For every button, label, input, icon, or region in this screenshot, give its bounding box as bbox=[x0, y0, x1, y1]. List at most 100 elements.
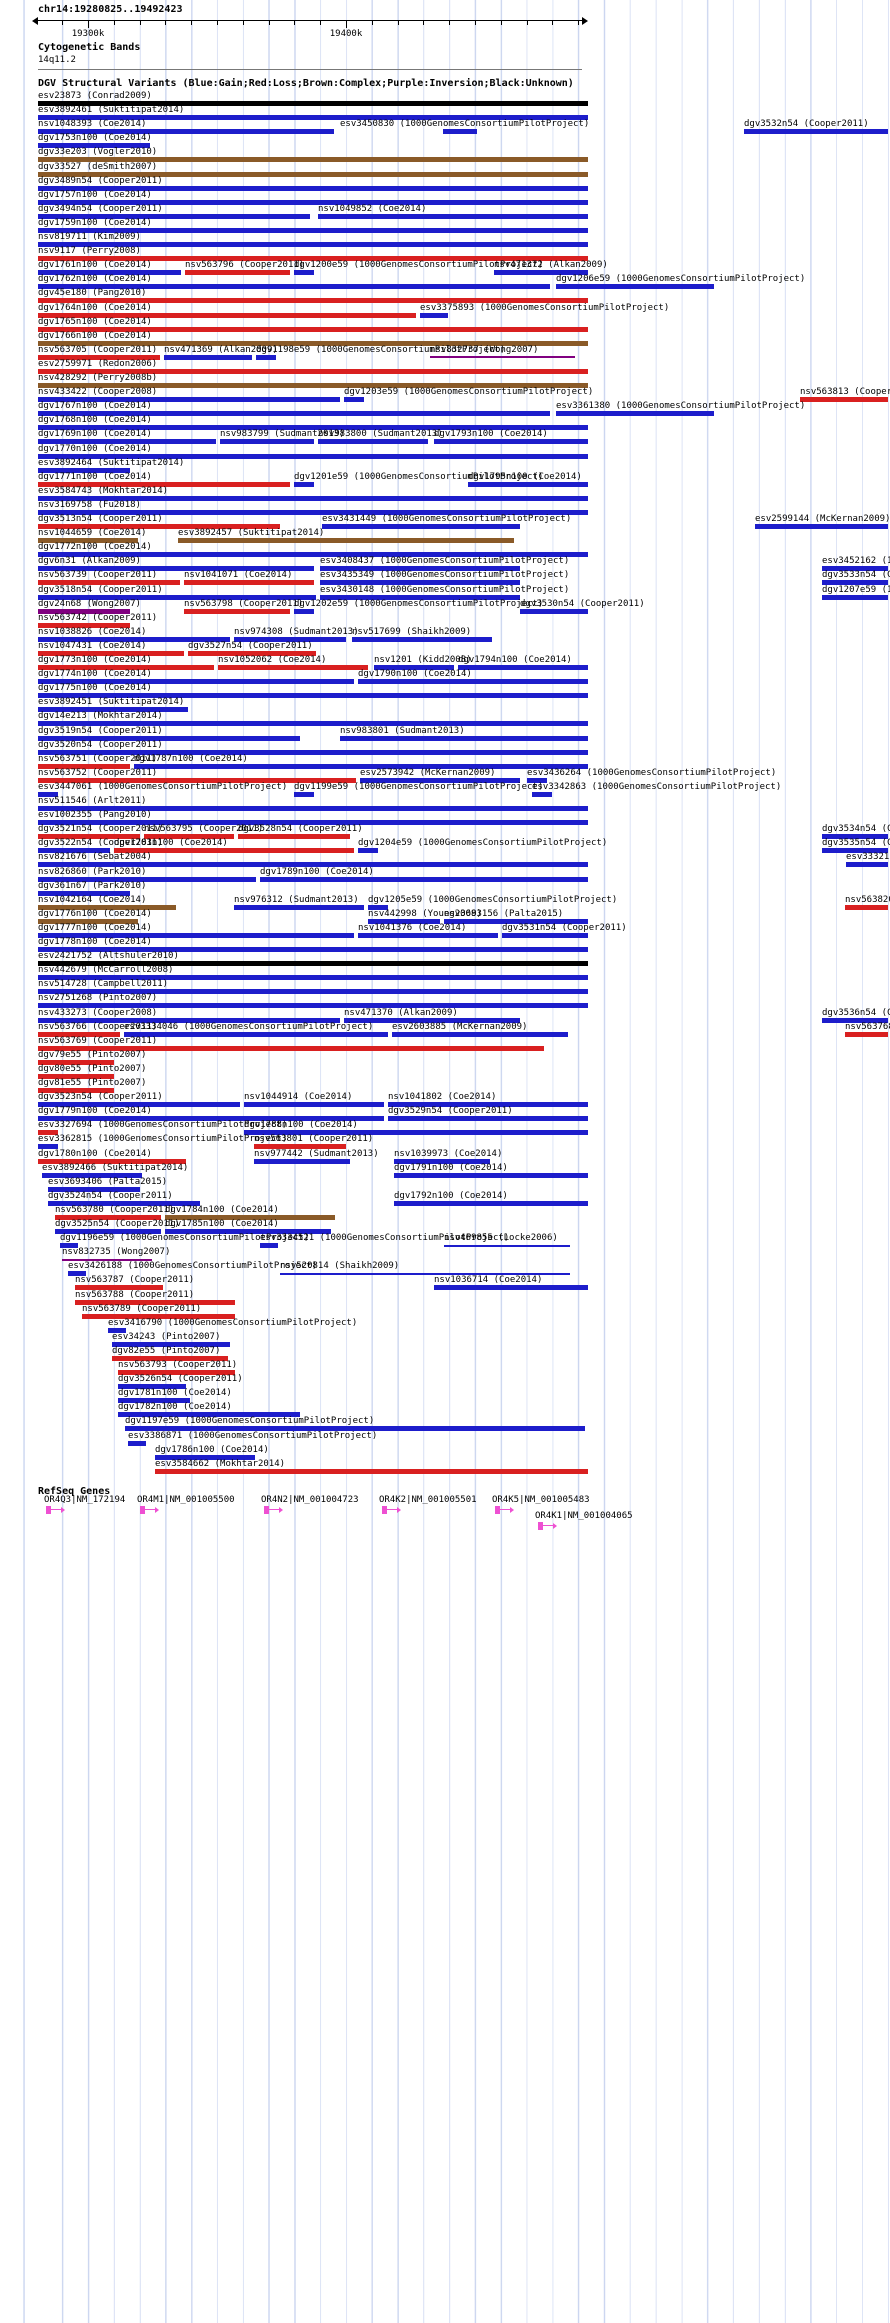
variant-bar[interactable] bbox=[340, 735, 588, 741]
variant-bar[interactable] bbox=[42, 1172, 142, 1178]
variant-label[interactable]: dgv3524n54 (Cooper2011) bbox=[48, 1190, 173, 1201]
variant-bar[interactable] bbox=[254, 1144, 346, 1150]
variant-bar[interactable] bbox=[38, 975, 588, 981]
variant-label[interactable]: nsv471370 (Alkan2009) bbox=[344, 1007, 458, 1018]
variant-bar[interactable] bbox=[124, 1031, 388, 1037]
variant-bar[interactable] bbox=[38, 227, 588, 233]
variant-label[interactable]: dgv3531n54 (Cooper2011) bbox=[502, 922, 627, 933]
variant-label[interactable]: esv3362815 (1000GenomesConsortiumPilotPr… bbox=[38, 1134, 288, 1145]
variant-bar[interactable] bbox=[38, 509, 588, 515]
variant-bar[interactable] bbox=[38, 932, 354, 938]
variant-bar[interactable] bbox=[38, 1116, 384, 1122]
variant-label[interactable]: esv3334046 (1000GenomesConsortiumPilotPr… bbox=[124, 1021, 374, 1032]
variant-bar[interactable] bbox=[420, 312, 448, 318]
variant-bar[interactable] bbox=[38, 368, 588, 374]
variant-label[interactable]: esv3892451 (Suktitipat2014) bbox=[38, 697, 185, 708]
variant-bar[interactable] bbox=[38, 185, 588, 191]
variant-bar[interactable] bbox=[256, 354, 276, 360]
variant-bar[interactable] bbox=[218, 665, 368, 670]
variant-bar[interactable] bbox=[38, 848, 110, 854]
variant-bar[interactable] bbox=[118, 1384, 186, 1390]
variant-label[interactable]: dgv1779n100 (Coe2014) bbox=[38, 1106, 152, 1117]
variant-bar[interactable] bbox=[38, 199, 588, 205]
variant-bar[interactable] bbox=[280, 1272, 570, 1275]
variant-label[interactable]: dgv1206e59 (1000GenomesConsortiumPilotPr… bbox=[556, 274, 806, 285]
variant-label[interactable]: nsv563751 (Cooper2011) bbox=[38, 753, 158, 764]
variant-bar[interactable] bbox=[118, 1370, 235, 1375]
variant-label[interactable]: nsv1052062 (Coe2014) bbox=[218, 655, 327, 665]
variant-label[interactable]: esv2573942 (McKernan2009) bbox=[360, 767, 496, 778]
variant-label[interactable]: esv3436264 (1000GenomesConsortiumPilotPr… bbox=[527, 767, 777, 778]
variant-bar[interactable] bbox=[358, 679, 588, 685]
variant-label[interactable]: esv2599144 (McKernan2009) bbox=[755, 514, 890, 524]
variant-bar[interactable] bbox=[318, 439, 428, 445]
variant-label[interactable]: nsv517699 (Shaikh2009) bbox=[352, 626, 472, 637]
variant-label[interactable]: nsv563752 (Cooper2011) bbox=[38, 767, 158, 778]
variant-label[interactable]: dgv1786n100 (Coe2014) bbox=[155, 1444, 269, 1455]
variant-bar[interactable] bbox=[502, 932, 588, 938]
variant-label[interactable]: nsv832737 (Wong2007) bbox=[430, 344, 539, 355]
variant-label[interactable]: dgv3520n54 (Cooper2011) bbox=[38, 739, 163, 750]
variant-bar[interactable] bbox=[845, 1031, 888, 1037]
variant-label[interactable]: nsv563742 (Cooper2011) bbox=[38, 612, 158, 623]
variant-label[interactable]: esv3386871 (1000GenomesConsortiumPilotPr… bbox=[128, 1430, 378, 1441]
variant-label[interactable]: dgv1781n100 (Coe2014) bbox=[118, 1388, 232, 1399]
variant-bar[interactable] bbox=[118, 1412, 300, 1418]
variant-label[interactable]: dgv3536n54 (Cooper2011) bbox=[822, 1007, 890, 1018]
variant-bar[interactable] bbox=[244, 1130, 588, 1136]
variant-label[interactable]: nsv563798 (Cooper2011) bbox=[184, 598, 304, 609]
variant-label[interactable]: dgv1201e59 (1000GenomesConsortiumPilotPr… bbox=[294, 471, 544, 482]
variant-bar[interactable] bbox=[394, 1172, 588, 1178]
variant-label[interactable]: dgv1784n100 (Coe2014) bbox=[165, 1204, 279, 1215]
variant-bar[interactable] bbox=[38, 326, 588, 332]
variant-bar[interactable] bbox=[294, 608, 314, 614]
variant-label[interactable]: dgv1759n100 (Coe2014) bbox=[38, 217, 152, 228]
variant-label[interactable]: esv3435349 (1000GenomesConsortiumPilotPr… bbox=[320, 570, 570, 581]
variant-bar[interactable] bbox=[38, 989, 588, 995]
variant-label[interactable]: esv3447061 (1000GenomesConsortiumPilotPr… bbox=[38, 781, 288, 792]
variant-label[interactable]: nsv563766 (Cooper2011) bbox=[38, 1021, 158, 1032]
variant-bar[interactable] bbox=[38, 213, 310, 219]
variant-label[interactable]: nsv3169758 (Fu2018) bbox=[38, 499, 141, 510]
variant-label[interactable]: esv3584662 (Mokhtar2014) bbox=[155, 1458, 286, 1469]
variant-bar[interactable] bbox=[38, 538, 138, 544]
variant-label[interactable]: dgv1762n100 (Coe2014) bbox=[38, 274, 152, 285]
variant-label[interactable]: dgv3529n54 (Cooper2011) bbox=[388, 1106, 513, 1117]
variant-label[interactable]: dgv24n68 (Wong2007) bbox=[38, 598, 141, 609]
variant-label[interactable]: nsv983799 (Sudmant2013) bbox=[220, 429, 345, 440]
variant-bar[interactable] bbox=[38, 1102, 240, 1108]
variant-label[interactable]: nsv563796 (Cooper2011) bbox=[185, 260, 305, 271]
variant-bar[interactable] bbox=[38, 890, 130, 896]
variant-bar[interactable] bbox=[38, 636, 230, 642]
variant-bar[interactable] bbox=[155, 1468, 588, 1474]
variant-label[interactable]: nsv469855 (Locke2006) bbox=[444, 1233, 558, 1244]
variant-bar[interactable] bbox=[128, 1440, 146, 1446]
variant-bar[interactable] bbox=[320, 580, 520, 586]
variant-label[interactable]: dgv3519n54 (Cooper2011) bbox=[38, 725, 163, 736]
variant-bar[interactable] bbox=[38, 256, 588, 262]
gene-label[interactable]: OR4K2|NM_001005501 bbox=[379, 1495, 477, 1505]
variant-bar[interactable] bbox=[38, 453, 588, 459]
variant-label[interactable]: dgv1768n100 (Coe2014) bbox=[38, 415, 152, 426]
gene-marker[interactable] bbox=[495, 1506, 515, 1515]
variant-label[interactable]: nsv511546 (Arlt2011) bbox=[38, 796, 147, 806]
variant-label[interactable]: nsv471372 (Alkan2009) bbox=[494, 260, 608, 271]
variant-bar[interactable] bbox=[358, 848, 378, 854]
variant-label[interactable]: dgv3533n54 (Cooper2011) bbox=[822, 570, 890, 581]
variant-label[interactable]: dgv3522n54 (Cooper2011) bbox=[38, 838, 163, 849]
variant-label[interactable]: esv34243 (Pinto2007) bbox=[112, 1331, 221, 1342]
variant-bar[interactable] bbox=[62, 1258, 152, 1261]
variant-label[interactable]: dgv1791n100 (Coe2014) bbox=[394, 1162, 508, 1173]
gene-marker[interactable] bbox=[140, 1506, 160, 1515]
variant-bar[interactable] bbox=[434, 439, 588, 445]
variant-bar[interactable] bbox=[822, 566, 888, 572]
variant-label[interactable]: esv2759971 (Redon2006) bbox=[38, 358, 158, 369]
variant-label[interactable]: dgv79e55 (Pinto2007) bbox=[38, 1049, 147, 1060]
variant-bar[interactable] bbox=[360, 777, 520, 783]
variant-label[interactable]: nsv1042164 (Coe2014) bbox=[38, 894, 147, 905]
variant-label[interactable]: dgv1783n100 (Coe2014) bbox=[114, 838, 228, 849]
variant-label[interactable]: dgv1788n100 (Coe2014) bbox=[244, 1120, 358, 1131]
variant-label[interactable]: dgv81e55 (Pinto2007) bbox=[38, 1078, 147, 1088]
variant-bar[interactable] bbox=[744, 129, 888, 135]
variant-bar[interactable] bbox=[38, 411, 550, 417]
